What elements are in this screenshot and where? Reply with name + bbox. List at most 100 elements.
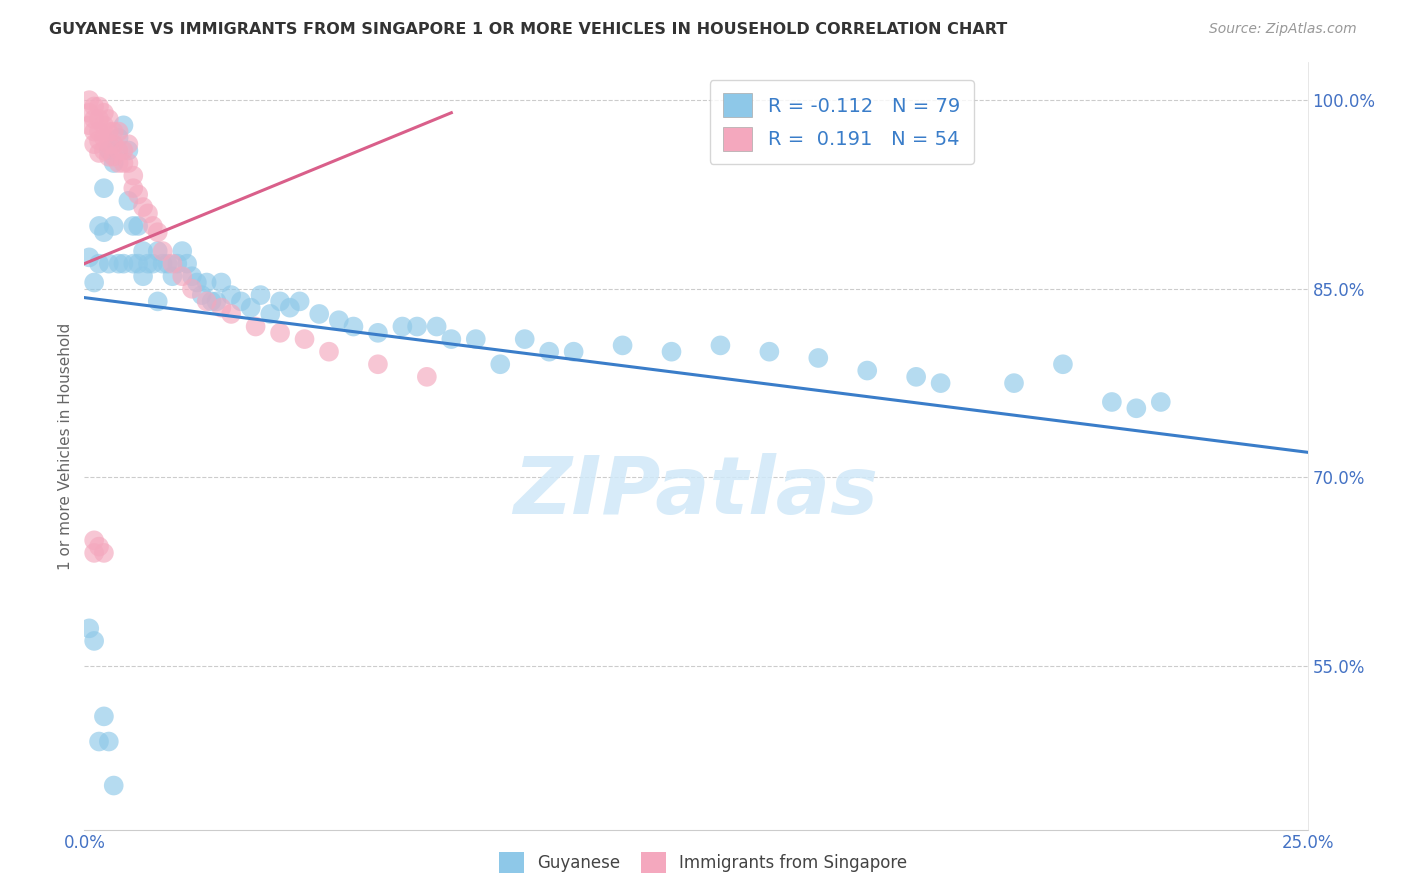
Point <box>191 288 214 302</box>
Point <box>83 546 105 560</box>
Point <box>97 112 120 126</box>
Point <box>661 344 683 359</box>
Point <box>328 313 350 327</box>
Point <box>103 137 125 152</box>
Point <box>97 734 120 748</box>
Point <box>1052 357 1074 371</box>
Point <box>513 332 536 346</box>
Point <box>117 194 139 208</box>
Point <box>93 105 115 120</box>
Point <box>87 219 110 233</box>
Point <box>103 125 125 139</box>
Point <box>205 294 228 309</box>
Point <box>538 344 561 359</box>
Point <box>77 118 100 132</box>
Point <box>93 709 115 723</box>
Point <box>146 244 169 258</box>
Point <box>127 187 149 202</box>
Point <box>195 276 218 290</box>
Point <box>162 269 184 284</box>
Point <box>83 112 105 126</box>
Point <box>87 125 110 139</box>
Point <box>83 125 105 139</box>
Point <box>83 634 105 648</box>
Point <box>107 125 129 139</box>
Point <box>107 144 129 158</box>
Point <box>93 546 115 560</box>
Point <box>97 257 120 271</box>
Point <box>269 326 291 340</box>
Point <box>122 181 145 195</box>
Point <box>229 294 252 309</box>
Point <box>176 257 198 271</box>
Point <box>288 294 311 309</box>
Point <box>83 99 105 113</box>
Point <box>1002 376 1025 391</box>
Text: GUYANESE VS IMMIGRANTS FROM SINGAPORE 1 OR MORE VEHICLES IN HOUSEHOLD CORRELATIO: GUYANESE VS IMMIGRANTS FROM SINGAPORE 1 … <box>49 22 1008 37</box>
Point <box>122 257 145 271</box>
Point <box>107 257 129 271</box>
Point <box>259 307 281 321</box>
Point <box>107 156 129 170</box>
Point <box>97 144 120 158</box>
Point <box>136 206 159 220</box>
Point <box>117 137 139 152</box>
Point <box>142 257 165 271</box>
Point <box>308 307 330 321</box>
Point <box>172 269 194 284</box>
Point <box>93 144 115 158</box>
Point <box>93 131 115 145</box>
Point <box>77 93 100 107</box>
Point <box>127 257 149 271</box>
Text: Source: ZipAtlas.com: Source: ZipAtlas.com <box>1209 22 1357 37</box>
Point <box>93 118 115 132</box>
Point <box>112 156 135 170</box>
Point <box>166 257 188 271</box>
Point <box>132 269 155 284</box>
Point <box>440 332 463 346</box>
Point <box>132 244 155 258</box>
Point <box>87 146 110 161</box>
Point <box>1101 395 1123 409</box>
Point <box>342 319 364 334</box>
Point <box>406 319 429 334</box>
Point <box>209 276 232 290</box>
Point <box>87 540 110 554</box>
Point <box>1150 395 1173 409</box>
Point <box>219 288 242 302</box>
Point <box>87 112 110 126</box>
Point <box>97 150 120 164</box>
Point <box>112 257 135 271</box>
Point <box>93 181 115 195</box>
Point <box>83 533 105 548</box>
Point <box>87 257 110 271</box>
Point <box>181 282 204 296</box>
Point <box>103 156 125 170</box>
Point <box>489 357 512 371</box>
Point <box>186 276 208 290</box>
Point <box>391 319 413 334</box>
Point <box>905 369 928 384</box>
Point <box>142 219 165 233</box>
Legend: Guyanese, Immigrants from Singapore: Guyanese, Immigrants from Singapore <box>492 846 914 880</box>
Point <box>117 156 139 170</box>
Point <box>209 301 232 315</box>
Point <box>136 257 159 271</box>
Point <box>249 288 271 302</box>
Point <box>219 307 242 321</box>
Point <box>807 351 830 365</box>
Legend: R = -0.112   N = 79, R =  0.191   N = 54: R = -0.112 N = 79, R = 0.191 N = 54 <box>710 79 974 164</box>
Point <box>367 326 389 340</box>
Point <box>562 344 585 359</box>
Point <box>146 294 169 309</box>
Point <box>112 118 135 132</box>
Point <box>239 301 262 315</box>
Point <box>318 344 340 359</box>
Point <box>195 294 218 309</box>
Point <box>152 257 174 271</box>
Point <box>426 319 449 334</box>
Point <box>294 332 316 346</box>
Point <box>156 257 179 271</box>
Point <box>367 357 389 371</box>
Point <box>97 137 120 152</box>
